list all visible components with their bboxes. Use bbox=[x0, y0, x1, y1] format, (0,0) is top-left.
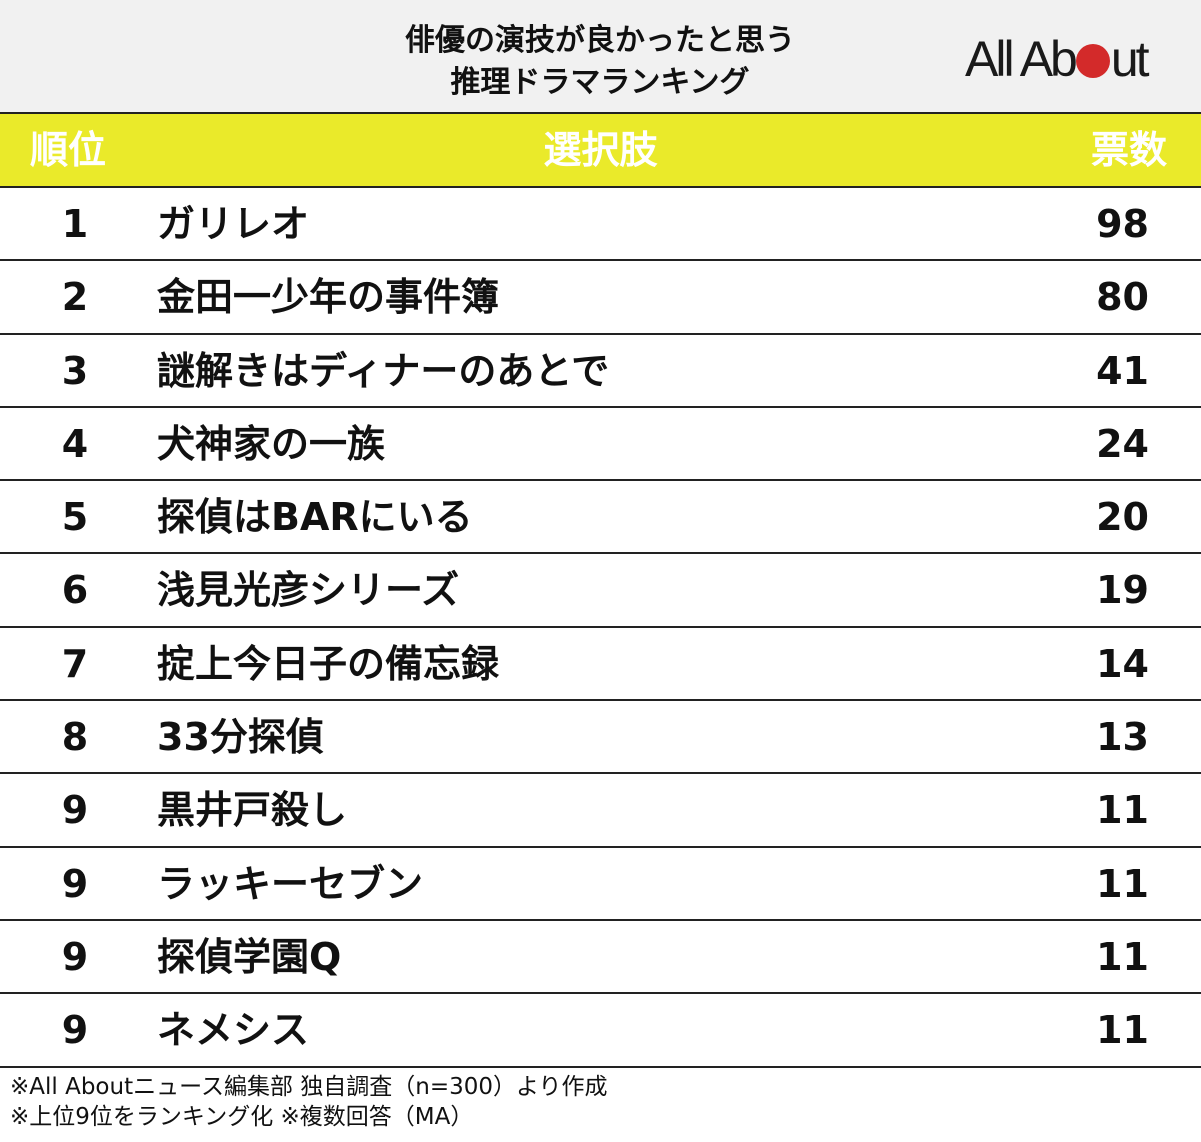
table-row: 9 ネメシス 11 bbox=[0, 994, 1201, 1068]
table-header-row: 選択肢 順位 票数 bbox=[0, 114, 1201, 188]
all-about-logo: All Ab ut bbox=[965, 31, 1150, 87]
footnotes: ※All Aboutニュース編集部 独自調査（n=300）より作成 ※上位9位を… bbox=[10, 1072, 1190, 1132]
table-row: 4 犬神家の一族 24 bbox=[0, 408, 1201, 482]
footnote-method: ※上位9位をランキング化 ※複数回答（MA） bbox=[10, 1104, 474, 1130]
row-rank: 1 bbox=[61, 202, 89, 246]
row-rank: 9 bbox=[61, 934, 89, 979]
row-choice: 犬神家の一族 bbox=[157, 421, 386, 466]
chart-title: 俳優の演技が良かったと思う 推理ドラマランキング bbox=[300, 20, 900, 104]
row-votes: 11 bbox=[1096, 788, 1149, 833]
row-choice: 探偵学園Q bbox=[157, 934, 342, 979]
row-choice: 謎解きはディナーのあとで bbox=[157, 348, 610, 393]
table-row: 1 ガリレオ 98 bbox=[0, 188, 1201, 262]
logo-text-left: All Ab bbox=[965, 31, 1078, 87]
row-rank: 8 bbox=[61, 715, 89, 760]
column-header-votes: 票数 bbox=[1090, 128, 1167, 172]
table-row: 6 浅見光彦シリーズ 19 bbox=[0, 554, 1201, 628]
table-row: 9 ラッキーセブン 11 bbox=[0, 848, 1201, 921]
table-row: 9 黒井戸殺し 11 bbox=[0, 774, 1201, 848]
ranking-table-body: 1 ガリレオ 98 2 金田一少年の事件簿 80 3 謎解きはディナーのあとで … bbox=[0, 188, 1201, 1068]
table-row: 3 謎解きはディナーのあとで 41 bbox=[0, 335, 1201, 408]
row-rank: 2 bbox=[61, 275, 89, 320]
row-choice: ネメシス bbox=[157, 1008, 310, 1053]
table-row: 8 33分探偵 13 bbox=[0, 701, 1201, 775]
row-rank: 7 bbox=[61, 641, 89, 686]
row-rank: 9 bbox=[61, 861, 89, 906]
row-votes: 11 bbox=[1096, 861, 1149, 906]
row-votes: 13 bbox=[1096, 715, 1149, 760]
logo-text-right: ut bbox=[1110, 31, 1150, 87]
table-row: 2 金田一少年の事件簿 80 bbox=[0, 261, 1201, 335]
row-rank: 5 bbox=[61, 495, 89, 540]
column-header-choice: 選択肢 bbox=[543, 128, 658, 172]
row-votes: 98 bbox=[1096, 202, 1149, 246]
row-votes: 24 bbox=[1096, 421, 1149, 466]
table-row: 5 探偵はBARにいる 20 bbox=[0, 481, 1201, 555]
row-votes: 19 bbox=[1096, 568, 1149, 613]
footnote-source: ※All Aboutニュース編集部 独自調査（n=300）より作成 bbox=[10, 1074, 608, 1100]
row-choice: 黒井戸殺し bbox=[157, 788, 348, 833]
row-choice: ガリレオ bbox=[157, 202, 310, 246]
row-rank: 4 bbox=[61, 421, 89, 466]
row-votes: 20 bbox=[1096, 495, 1149, 540]
title-line-2: 推理ドラマランキング bbox=[450, 65, 750, 100]
row-choice: 33分探偵 bbox=[157, 715, 324, 760]
table-row: 7 掟上今日子の備忘録 14 bbox=[0, 628, 1201, 702]
row-votes: 41 bbox=[1096, 348, 1149, 393]
title-line-1: 俳優の演技が良かったと思う bbox=[405, 23, 795, 58]
chart-header: 俳優の演技が良かったと思う 推理ドラマランキング All Ab ut bbox=[0, 0, 1201, 114]
column-header-rank: 順位 bbox=[30, 128, 107, 172]
logo-red-dot-icon bbox=[1075, 44, 1110, 78]
row-rank: 3 bbox=[61, 348, 89, 393]
row-choice: ラッキーセブン bbox=[157, 861, 424, 906]
row-votes: 80 bbox=[1096, 275, 1149, 320]
row-votes: 11 bbox=[1096, 934, 1149, 979]
row-rank: 9 bbox=[61, 1008, 89, 1053]
row-rank: 6 bbox=[61, 568, 89, 613]
row-choice: 掟上今日子の備忘録 bbox=[157, 641, 500, 686]
row-votes: 14 bbox=[1096, 641, 1149, 686]
row-choice: 探偵はBARにいる bbox=[157, 495, 473, 540]
row-rank: 9 bbox=[61, 788, 89, 833]
table-row: 9 探偵学園Q 11 bbox=[0, 921, 1201, 995]
row-choice: 金田一少年の事件簿 bbox=[157, 275, 500, 320]
row-choice: 浅見光彦シリーズ bbox=[157, 568, 460, 613]
row-votes: 11 bbox=[1096, 1008, 1149, 1053]
